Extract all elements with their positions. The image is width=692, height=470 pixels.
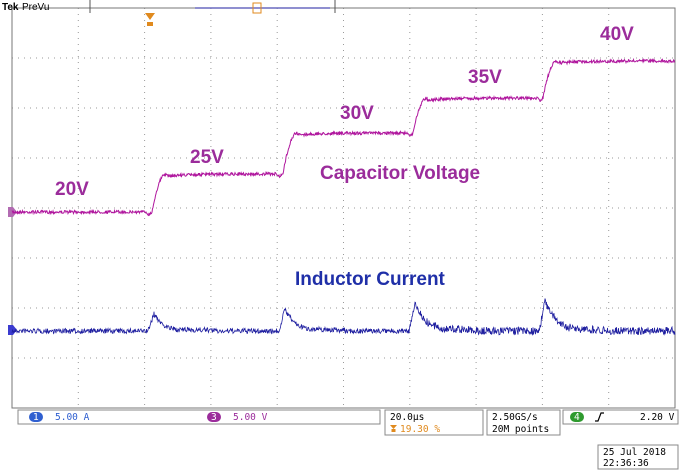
- ch3-badge: [207, 412, 221, 422]
- mode: PreVu: [22, 2, 49, 13]
- time: 22:36:36: [603, 458, 649, 469]
- voltage-label: Capacitor Voltage: [320, 163, 480, 184]
- level-label: 40V: [600, 24, 634, 45]
- ch4-badge: [570, 412, 584, 422]
- date: 25 Jul 2018: [603, 447, 666, 458]
- current-label: Inductor Current: [295, 269, 446, 290]
- trigger-box: [562, 409, 679, 425]
- trigger-position: 19.30 %: [400, 424, 440, 435]
- datetime-box: [597, 444, 679, 470]
- timebase: 20.0µs: [390, 412, 424, 423]
- channel-box: [17, 409, 381, 425]
- timebase-box: [384, 409, 484, 436]
- waveforms: [11, 57, 676, 336]
- graticule: [12, 8, 675, 408]
- trigger-icon: [390, 425, 397, 432]
- slope-icon: [595, 412, 604, 422]
- level-label: 30V: [340, 103, 374, 124]
- capacitor-voltage-trace: [11, 57, 676, 217]
- trigger-level: 2.20 V: [640, 412, 675, 423]
- sample-rate: 2.50GS/s: [492, 412, 538, 423]
- ch1-badge: [29, 412, 43, 422]
- trigger-channel: 4: [574, 412, 580, 423]
- acquisition-box: [486, 409, 561, 436]
- level-label: 20V: [55, 179, 89, 200]
- ch3-scale: 5.00 V: [233, 412, 268, 423]
- trigger-position-marker: [145, 13, 155, 26]
- ch1-number: 1: [33, 412, 39, 423]
- view-position-marker: [252, 2, 262, 14]
- ch1-scale: 5.00 A: [55, 412, 90, 423]
- brand: Tek: [2, 2, 19, 13]
- record-length: 20M points: [492, 424, 549, 435]
- ch3-number: 3: [211, 412, 217, 423]
- level-label: 25V: [190, 147, 224, 168]
- level-label: 35V: [468, 67, 502, 88]
- inductor-current-trace: [11, 298, 676, 336]
